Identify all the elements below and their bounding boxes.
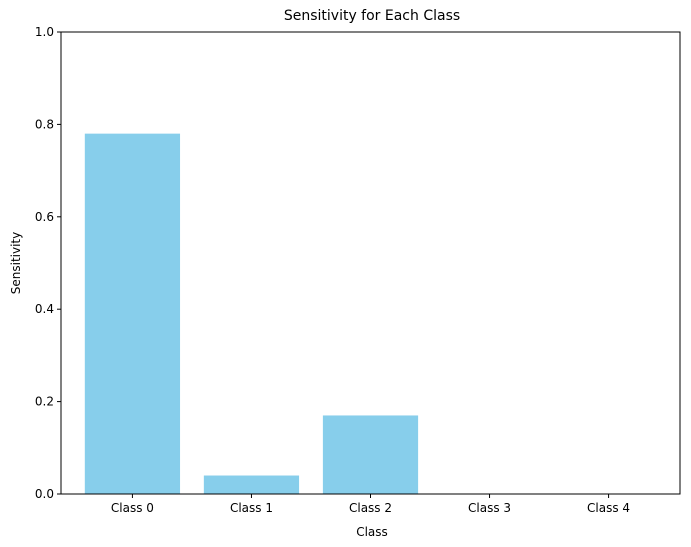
plot-frame: [60, 31, 681, 495]
x-tick-label: Class 1: [230, 501, 273, 515]
bars-group: [84, 133, 419, 494]
x-tick-label: Class 0: [111, 501, 154, 515]
x-axis-label: Class: [356, 525, 388, 539]
y-axis-label: Sensitivity: [9, 232, 23, 294]
x-tick-label: Class 2: [349, 501, 392, 515]
y-tick-label: 0.0: [35, 487, 54, 501]
bar-class-0: [84, 133, 181, 494]
y-tick-label: 0.2: [35, 395, 54, 409]
bar-class-2: [322, 415, 419, 494]
x-axis-ticks: Class 0 Class 1 Class 2 Class 3 Class 4: [111, 494, 630, 515]
y-axis-ticks: 0.0 0.2 0.4 0.6 0.8 1.0: [35, 25, 61, 501]
x-tick-label: Class 4: [587, 501, 630, 515]
y-tick-label: 0.8: [35, 117, 54, 131]
bar-class-1: [203, 475, 300, 494]
x-tick-label: Class 3: [468, 501, 511, 515]
chart-title: Sensitivity for Each Class: [284, 8, 460, 24]
y-tick-label: 0.6: [35, 210, 54, 224]
y-tick-label: 0.4: [35, 302, 54, 316]
y-tick-label: 1.0: [35, 25, 54, 39]
